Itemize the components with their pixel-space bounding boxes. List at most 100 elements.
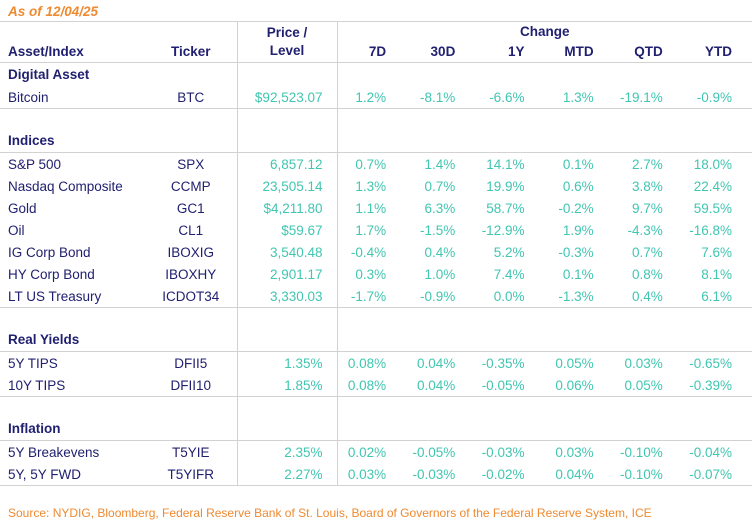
change-ytd: 18.0%	[693, 156, 732, 172]
price-value: 6,857.12	[236, 152, 338, 175]
ticker: DFII10	[145, 374, 237, 397]
price-value: 23,505.14	[236, 175, 338, 197]
change-qtd: 0.4%	[613, 285, 683, 308]
change-7d: -1.7%	[337, 285, 407, 308]
change-qtd: -0.10%	[620, 444, 663, 460]
section-row-digital-asset: Digital Asset	[0, 62, 752, 86]
ticker: CL1	[178, 222, 204, 238]
change-qtd: 0.03%	[624, 355, 663, 371]
column-header-7d: 7D	[337, 41, 407, 63]
change-mtd: 0.1%	[562, 266, 594, 282]
change-1y: 0.0%	[475, 285, 545, 308]
change-7d: 0.3%	[355, 266, 387, 282]
ticker: BTC	[145, 86, 237, 109]
change-ytd: -0.39%	[682, 374, 752, 397]
change-30d: 6.3%	[424, 200, 456, 216]
price-value: $92,523.07	[236, 86, 338, 109]
table-row-5y5y-fwd: 5Y, 5Y FWD T5YIFR 2.27% 0.03% -0.03% -0.…	[0, 463, 752, 486]
change-7d: 0.03%	[337, 463, 407, 486]
change-1y: -0.03%	[481, 444, 525, 460]
change-mtd: 1.3%	[544, 86, 614, 109]
asset-name: 10Y TIPS	[0, 374, 145, 397]
change-30d: 0.4%	[424, 244, 456, 260]
spacer-row	[0, 396, 752, 417]
price-value: 2.35%	[236, 440, 338, 463]
column-group-change: Change	[519, 24, 570, 39]
change-mtd: 0.1%	[562, 156, 594, 172]
change-30d: 1.0%	[424, 266, 456, 282]
change-1y: -0.35%	[481, 355, 525, 371]
asset-name: Nasdaq Composite	[8, 178, 123, 194]
change-1y: 58.7%	[486, 200, 525, 216]
change-mtd: 0.05%	[555, 355, 594, 371]
asset-name: Bitcoin	[0, 86, 145, 109]
table-row-bitcoin: Bitcoin BTC $92,523.07 1.2% -8.1% -6.6% …	[0, 86, 752, 109]
change-1y: -12.9%	[481, 222, 525, 238]
ticker: T5YIFR	[145, 463, 237, 486]
change-1y: -0.02%	[475, 463, 545, 486]
change-qtd: -0.10%	[613, 463, 683, 486]
change-1y: 7.4%	[493, 266, 525, 282]
column-header-ytd: YTD	[682, 41, 752, 63]
section-label: Indices	[0, 129, 237, 153]
table-row-10y-tips: 10Y TIPS DFII10 1.85% 0.08% 0.04% -0.05%…	[0, 374, 752, 397]
change-7d: 1.1%	[355, 200, 387, 216]
change-30d: 0.04%	[417, 355, 456, 371]
change-ytd: -0.04%	[689, 444, 732, 460]
change-mtd: 1.9%	[562, 222, 594, 238]
change-mtd: 0.06%	[544, 374, 614, 397]
change-qtd: 0.05%	[613, 374, 683, 397]
section-label: Digital Asset	[8, 67, 90, 82]
ticker: SPX	[177, 156, 205, 172]
change-1y: 19.9%	[486, 178, 525, 194]
change-7d: 0.02%	[347, 444, 387, 460]
spacer-row	[0, 108, 752, 129]
change-mtd: 0.6%	[562, 178, 594, 194]
change-30d: -0.05%	[412, 444, 456, 460]
asset-name: HY Corp Bond	[8, 266, 95, 282]
change-qtd: 9.7%	[632, 200, 663, 216]
asset-name: Gold	[8, 200, 37, 216]
section-label: Real Yields	[0, 328, 237, 352]
table-row-lt-us-treasury: LT US Treasury ICDOT34 3,330.03 -1.7% -0…	[0, 285, 752, 308]
section-row-indices: Indices	[0, 129, 752, 153]
change-ytd: 59.5%	[693, 200, 732, 216]
market-dashboard-table: Price / Level Change Asset/Index Ticker …	[0, 22, 752, 486]
table-row-hy-corp-bond: HY Corp Bond IBOXHY 2,901.17 0.3% 1.0% 7…	[0, 263, 752, 285]
change-30d: 0.04%	[406, 374, 476, 397]
price-value: 2.27%	[236, 463, 338, 486]
change-ytd: 22.4%	[693, 178, 732, 194]
change-1y: -6.6%	[475, 86, 545, 109]
header-row-columns: Asset/Index Ticker 7D 30D 1Y MTD QTD YTD	[0, 41, 752, 63]
column-header-asset-index: Asset/Index	[0, 41, 145, 63]
price-value: 3,540.48	[236, 241, 338, 263]
change-mtd: 0.03%	[555, 444, 594, 460]
change-30d: 1.4%	[424, 156, 456, 172]
change-mtd: -1.3%	[544, 285, 614, 308]
table-row-oil: Oil CL1 $59.67 1.7% -1.5% -12.9% 1.9% -4…	[0, 219, 752, 241]
asset-name: IG Corp Bond	[8, 244, 91, 260]
change-7d: -0.4%	[350, 244, 387, 260]
asset-name: Oil	[8, 222, 25, 238]
asset-name: 5Y TIPS	[8, 355, 58, 371]
change-7d: 1.7%	[355, 222, 387, 238]
section-row-real-yields: Real Yields	[0, 328, 752, 352]
change-7d: 0.7%	[355, 156, 387, 172]
section-label: Inflation	[0, 417, 237, 441]
change-30d: 0.7%	[424, 178, 456, 194]
ticker: ICDOT34	[145, 285, 237, 308]
price-value: 2,901.17	[236, 263, 338, 285]
price-value: 3,330.03	[236, 285, 338, 308]
price-header-line1: Price /	[266, 25, 308, 41]
ticker: GC1	[176, 200, 205, 216]
change-7d: 1.3%	[355, 178, 387, 194]
table-row-gold: Gold GC1 $4,211.80 1.1% 6.3% 58.7% -0.2%…	[0, 197, 752, 219]
change-ytd: -0.65%	[689, 355, 732, 371]
price-value: 1.85%	[236, 374, 338, 397]
change-30d: -0.9%	[406, 285, 476, 308]
table-row-sp500: S&P 500 SPX 6,857.12 0.7% 1.4% 14.1% 0.1…	[0, 152, 752, 175]
change-30d: -8.1%	[406, 86, 476, 109]
column-header-ticker: Ticker	[145, 41, 237, 63]
change-ytd: -0.9%	[682, 86, 752, 109]
